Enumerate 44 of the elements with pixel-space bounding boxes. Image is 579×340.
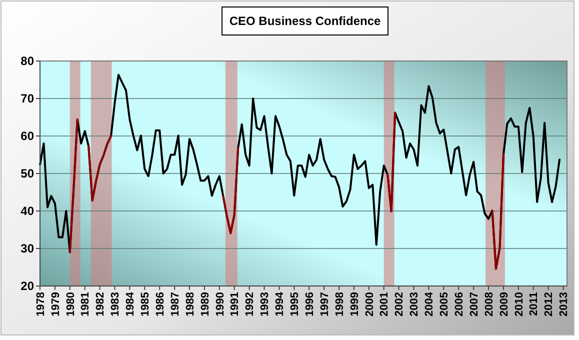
x-tick-label: 1983 xyxy=(110,292,122,316)
x-tick-label: 1982 xyxy=(94,292,107,316)
x-tick-label: 2000 xyxy=(364,292,376,316)
x-tick-label: 2009 xyxy=(498,292,510,316)
x-tick-label: 1987 xyxy=(169,292,182,316)
x-tick-label: 2006 xyxy=(453,292,466,316)
y-tick-label: 60 xyxy=(20,129,34,144)
x-tick-label: 1985 xyxy=(140,292,152,316)
x-tick-label: 1986 xyxy=(154,292,166,316)
x-tick-label: 1994 xyxy=(274,291,286,316)
x-tick-label: 2012 xyxy=(543,292,556,316)
y-tick-label: 50 xyxy=(20,166,34,181)
x-tick-label: 2008 xyxy=(483,292,496,316)
x-tick-label: 1979 xyxy=(50,292,62,316)
x-tick-label: 2013 xyxy=(558,292,570,316)
x-tick-label: 1993 xyxy=(259,292,272,316)
y-tick-label: 70 xyxy=(20,92,34,106)
x-tick-label: 2011 xyxy=(528,292,540,316)
y-tick-label: 80 xyxy=(20,54,34,68)
x-tick-label: 2010 xyxy=(513,292,526,316)
x-tick-label: 2002 xyxy=(394,292,406,316)
x-tick-label: 1988 xyxy=(184,292,196,316)
x-tick-label: 2007 xyxy=(468,292,480,316)
x-tick-label: 2005 xyxy=(438,292,451,316)
x-tick-label: 1991 xyxy=(229,292,242,316)
y-tick-label: 20 xyxy=(20,279,34,294)
y-tick-label: 40 xyxy=(20,204,34,218)
x-tick-label: 2003 xyxy=(408,292,421,316)
x-tick-label: 1997 xyxy=(318,292,331,316)
x-tick-label: 1989 xyxy=(199,292,212,316)
x-tick-label: 1999 xyxy=(348,292,361,316)
x-tick-label: 1981 xyxy=(80,292,92,316)
x-tick-label: 1978 xyxy=(34,292,47,316)
x-tick-label: 1984 xyxy=(124,291,137,316)
x-tick-label: 1998 xyxy=(334,292,346,316)
x-tick-label: 1980 xyxy=(64,292,77,316)
chart-title: CEO Business Confidence xyxy=(229,14,382,28)
y-tick-label: 30 xyxy=(20,242,34,256)
x-tick-label: 2001 xyxy=(378,292,391,316)
x-tick-label: 1990 xyxy=(214,292,226,316)
x-tick-label: 2004 xyxy=(424,291,436,316)
x-tick-label: 1992 xyxy=(244,292,256,316)
x-tick-label: 1995 xyxy=(289,292,302,316)
x-tick-label: 1996 xyxy=(304,292,316,316)
